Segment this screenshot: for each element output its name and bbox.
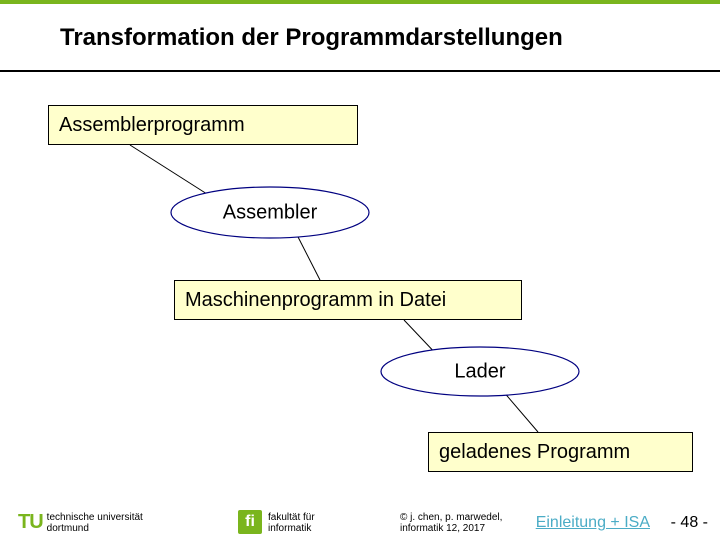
flow-box-1: Maschinenprogramm in Datei [174,280,522,320]
flow-box-0: Assemblerprogramm [48,105,358,145]
page-title: Transformation der Programmdarstellungen [60,24,563,52]
connector-1 [296,233,320,280]
tu-logo: TU technische universität dortmund [18,511,143,534]
flow-ellipse-1: Lader [380,346,580,397]
flow-box-label: Assemblerprogramm [59,114,245,137]
flow-ellipse-label: Lader [380,360,580,383]
fi-logo-text: fakultät für informatik [268,512,315,534]
title-divider [0,70,720,72]
flow-ellipse-label: Assembler [170,201,370,224]
flow-ellipse-0: Assembler [170,186,370,239]
fi-logo: fi fakultät für informatik [238,510,315,534]
flow-box-label: Maschinenprogramm in Datei [185,289,446,312]
fi-logo-mark: fi [238,510,262,534]
footer: TU technische universität dortmund fi fa… [0,500,720,540]
flow-box-2: geladenes Programm [428,432,693,472]
subtitle-link: Einleitung + ISA [536,514,650,532]
page-number: - 48 - [671,514,708,532]
tu-logo-mark: TU [18,511,43,534]
copyright: © j. chen, p. marwedel, informatik 12, 2… [400,512,502,534]
top-accent-bar [0,0,720,4]
flow-box-label: geladenes Programm [439,441,630,464]
tu-logo-text: technische universität dortmund [47,512,143,534]
